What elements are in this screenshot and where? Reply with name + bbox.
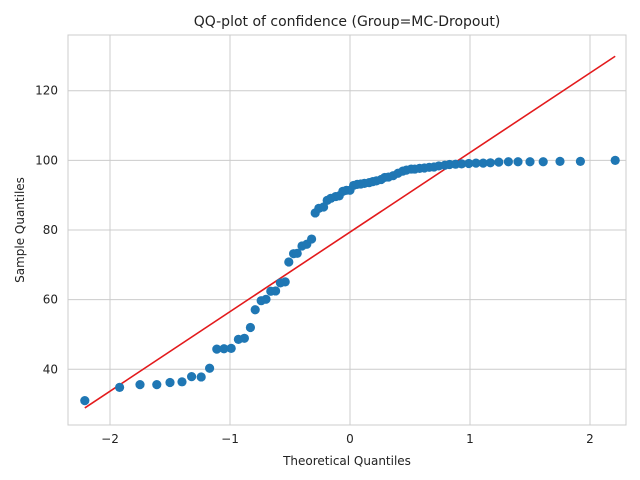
y-tick-labels: 40 60 80 100 120 — [35, 84, 58, 377]
axes-frame — [67, 34, 627, 426]
data-point — [177, 377, 187, 387]
chart-title: QQ-plot of confidence (Group=MC-Dropout) — [194, 14, 501, 30]
data-point — [239, 333, 249, 343]
data-point — [245, 322, 255, 333]
data-point — [478, 158, 488, 168]
data-point — [575, 156, 586, 167]
data-point — [538, 157, 548, 167]
data-point — [485, 158, 495, 168]
data-point — [494, 157, 504, 167]
data-point — [503, 157, 513, 167]
data-point — [464, 158, 474, 169]
reference-line — [84, 55, 616, 409]
data-point — [525, 157, 535, 167]
data-point — [457, 159, 467, 169]
y-tick-label: 40 — [43, 362, 58, 376]
data-point — [196, 372, 206, 382]
data-point — [219, 344, 229, 354]
data-point — [307, 234, 317, 244]
data-point — [212, 344, 222, 354]
data-point — [205, 363, 215, 373]
y-tick-label: 120 — [35, 84, 58, 98]
data-point — [226, 343, 236, 353]
y-tick-label: 100 — [35, 153, 58, 167]
data-point — [250, 305, 260, 315]
data-point — [280, 277, 290, 287]
data-point — [152, 380, 162, 390]
y-tick-label: 60 — [43, 293, 58, 307]
y-tick-label: 80 — [43, 223, 58, 237]
data-point — [80, 396, 90, 406]
data-point — [115, 382, 125, 392]
data-point — [187, 371, 197, 382]
data-point — [271, 286, 281, 296]
x-tick-label: 2 — [586, 432, 594, 446]
x-tick-label: −1 — [221, 432, 239, 446]
data-point — [513, 157, 523, 167]
data-points — [80, 155, 620, 406]
y-axis-label: Sample Quantiles — [13, 177, 27, 283]
x-tick-label: 0 — [346, 432, 354, 446]
x-tick-labels: −2 −1 0 1 2 — [101, 432, 594, 446]
data-point — [292, 248, 302, 258]
data-point — [555, 156, 565, 167]
x-axis-label: Theoretical Quantiles — [282, 454, 411, 468]
data-point — [471, 158, 481, 168]
data-point — [261, 294, 271, 304]
data-point — [135, 380, 145, 390]
data-point — [284, 257, 294, 267]
reference-line-layer — [84, 55, 616, 409]
x-tick-label: −2 — [101, 432, 119, 446]
data-point — [165, 377, 175, 388]
data-point — [610, 155, 620, 165]
x-tick-label: 1 — [466, 432, 474, 446]
